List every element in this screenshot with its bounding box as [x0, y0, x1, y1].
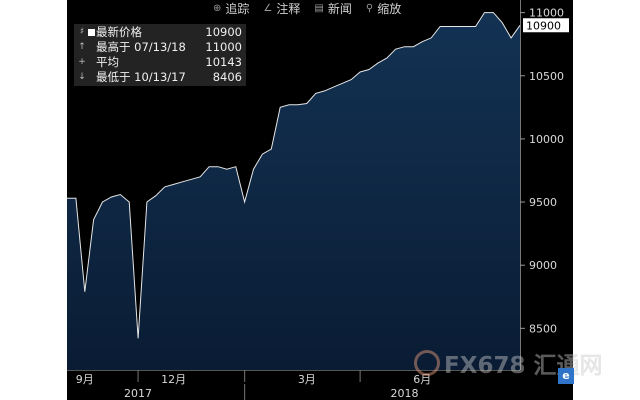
pencil-icon: ∠ [263, 2, 273, 14]
high-marker-icon: ↑ [78, 42, 86, 52]
y-tick-label: 10500 [529, 70, 564, 83]
y-tick-label: 10000 [529, 133, 564, 146]
y-tick-label: 9000 [529, 259, 557, 272]
toolbar-news-button[interactable]: ▤ 新闻 [314, 0, 351, 16]
toolbar-track-button[interactable]: ⊕ 追踪 [213, 0, 249, 16]
crosshair-icon: ⊕ [213, 2, 222, 14]
watermark: FX678 汇通网 [414, 346, 602, 380]
series-swatch-icon [88, 29, 95, 36]
legend-average-label: 平均 [96, 55, 119, 69]
chart-toolbar: ⊕ 追踪 ∠ 注释 ▤ 新闻 ⚲ 缩放 [213, 0, 401, 16]
watermark-logo-icon [414, 350, 440, 376]
x-tick-label: 12月 [161, 373, 186, 386]
series-area [67, 12, 520, 370]
x-tick-label: 6月 [413, 373, 431, 386]
legend-low-value: 8406 [212, 70, 242, 84]
legend-average-value: 10143 [205, 55, 242, 69]
legend-last-value: 10900 [205, 25, 242, 39]
legend-low-label: 最低于 10/13/17 [96, 70, 186, 84]
x-tick-label: 3月 [298, 373, 316, 386]
watermark-badge: e [558, 368, 574, 384]
series-line [67, 12, 521, 339]
toolbar-zoom-label: 缩放 [377, 1, 402, 16]
watermark-text: FX678 汇通网 [444, 353, 603, 379]
toolbar-track-label: 追踪 [225, 1, 250, 16]
news-icon: ▤ [314, 2, 324, 14]
zoom-icon: ⚲ [365, 2, 374, 14]
y-tick-label: 9500 [529, 196, 557, 209]
legend-row-average: + 平均 10143 [74, 55, 246, 70]
x-tick-label: 9月 [76, 373, 94, 386]
low-marker-icon: ↓ [78, 72, 86, 82]
y-tick-label: 11000 [529, 7, 564, 20]
y-tick-label: 8500 [529, 322, 557, 335]
legend-box: ♯ 最新价格 10900 ↑ 最高于 07/13/18 11000 + 平均 1… [74, 24, 246, 86]
average-marker-icon: + [78, 57, 86, 67]
legend-last-label: 最新价格 [96, 25, 142, 39]
last-price-label: 10900 [526, 19, 561, 32]
legend-row-last: ♯ 最新价格 10900 [74, 25, 246, 40]
x-year-label: 2018 [391, 387, 419, 400]
legend-row-high: ↑ 最高于 07/13/18 11000 [74, 40, 246, 55]
toolbar-annotate-label: 注释 [276, 1, 301, 16]
last-price-marker-icon: ♯ [79, 27, 85, 37]
last-price-tag [523, 18, 569, 33]
x-year-label: 2017 [124, 387, 152, 400]
toolbar-zoom-button[interactable]: ⚲ 缩放 [366, 0, 401, 16]
legend-high-value: 11000 [205, 40, 242, 54]
toolbar-news-label: 新闻 [327, 1, 352, 16]
toolbar-annotate-button[interactable]: ∠ 注释 [263, 0, 300, 16]
legend-row-low: ↓ 最低于 10/13/17 8406 [74, 70, 246, 85]
legend-high-label: 最高于 07/13/18 [96, 40, 186, 54]
chart-frame: 8500 9000 9500 10000 10500 11000 10900 9月 12月 3月 6… [67, 0, 573, 400]
